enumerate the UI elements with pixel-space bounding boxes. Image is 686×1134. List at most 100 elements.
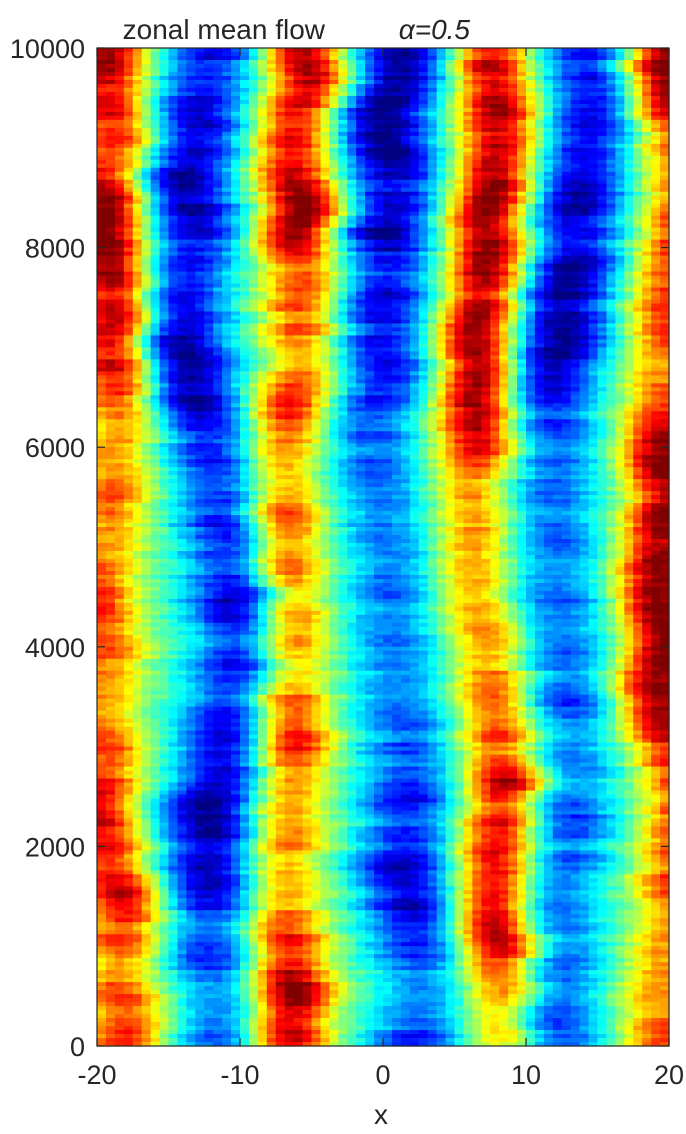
heatmap-cell (606, 111, 616, 117)
heatmap-cell (374, 255, 384, 261)
heatmap-cell (365, 155, 375, 161)
heatmap-cell (159, 347, 170, 352)
heatmap-cell (338, 303, 348, 309)
heatmap-cell (186, 55, 196, 61)
heatmap-cell (579, 147, 590, 153)
heatmap-cell (651, 207, 661, 213)
heatmap-cell (508, 239, 518, 245)
heatmap-cell (159, 343, 170, 348)
heatmap-cell (660, 123, 670, 129)
heatmap-cell (257, 163, 268, 169)
heatmap-cell (204, 199, 214, 205)
heatmap-cell (526, 139, 536, 145)
heatmap-cell (463, 135, 473, 141)
heatmap-cell (302, 275, 313, 281)
heatmap-cell (266, 259, 277, 265)
heatmap-cell (624, 51, 634, 57)
heatmap-cell (204, 275, 214, 281)
heatmap-cell (186, 147, 196, 153)
heatmap-cell (338, 171, 348, 177)
heatmap-cell (150, 119, 161, 125)
heatmap-cell (508, 91, 518, 97)
heatmap-cell (409, 323, 420, 329)
heatmap-cell (231, 48, 241, 53)
heatmap-cell (204, 247, 214, 253)
heatmap-cell (374, 135, 384, 141)
heatmap-cell (123, 71, 134, 77)
heatmap-cell (400, 355, 411, 360)
heatmap-cell (463, 195, 473, 201)
heatmap-cell (186, 303, 196, 309)
heatmap-cell (427, 227, 438, 233)
heatmap-cell (454, 199, 465, 205)
heatmap-cell (552, 191, 563, 197)
heatmap-cell (633, 139, 643, 145)
heatmap-cell (159, 211, 170, 217)
heatmap-cell (150, 59, 161, 65)
heatmap-cell (660, 83, 670, 89)
heatmap-cell (186, 251, 196, 257)
heatmap-cell (105, 235, 116, 241)
heatmap-cell (543, 263, 554, 269)
heatmap-cell (141, 315, 152, 321)
heatmap-cell (490, 123, 500, 129)
heatmap-cell (642, 99, 652, 105)
heatmap-cell (472, 211, 482, 217)
heatmap-cell (284, 247, 295, 253)
heatmap-cell (588, 79, 599, 85)
heatmap-cell (606, 155, 616, 161)
heatmap-cell (526, 147, 536, 153)
heatmap-cell (275, 351, 286, 356)
heatmap-cell (579, 131, 590, 137)
heatmap-cell (195, 355, 205, 360)
heatmap-cell (383, 211, 393, 217)
heatmap-cell (454, 263, 465, 269)
heatmap-cell (517, 115, 527, 121)
heatmap-cell (132, 115, 143, 121)
heatmap-cell (579, 51, 590, 57)
heatmap-cell (454, 215, 465, 221)
heatmap-cell (231, 139, 241, 145)
heatmap-cell (660, 351, 670, 356)
heatmap-cell (534, 115, 545, 121)
heatmap-cell (409, 123, 420, 129)
heatmap-cell (123, 111, 134, 117)
heatmap-cell (606, 315, 616, 321)
heatmap-cell (552, 99, 563, 105)
heatmap-cell (338, 95, 348, 101)
heatmap-cell (642, 95, 652, 101)
heatmap-cell (168, 243, 179, 249)
heatmap-cell (463, 303, 473, 309)
heatmap-cell (240, 99, 250, 105)
heatmap-cell (204, 207, 214, 213)
heatmap-cell (409, 243, 420, 249)
heatmap-cell (365, 283, 375, 289)
heatmap-cell (195, 179, 205, 185)
heatmap-cell (204, 291, 214, 297)
heatmap-cell (427, 107, 438, 113)
heatmap-cell (391, 147, 402, 153)
heatmap-cell (517, 275, 527, 281)
heatmap-cell (132, 127, 143, 133)
heatmap-cell (588, 351, 599, 356)
heatmap-cell (186, 219, 196, 225)
heatmap-cell (383, 279, 393, 285)
heatmap-cell (347, 247, 357, 253)
heatmap-cell (615, 267, 625, 273)
heatmap-cell (633, 247, 643, 253)
heatmap-cell (534, 243, 545, 249)
heatmap-cell (284, 343, 295, 348)
heatmap-cell (624, 343, 634, 348)
heatmap-cell (266, 179, 277, 185)
heatmap-cell (526, 75, 536, 81)
heatmap-cell (123, 227, 134, 233)
heatmap-cell (275, 163, 286, 169)
heatmap-cell (356, 119, 366, 125)
heatmap-cell (222, 187, 232, 193)
heatmap-cell (97, 48, 107, 53)
heatmap-cell (391, 347, 402, 352)
heatmap-cell (257, 267, 268, 273)
heatmap-cell (642, 175, 652, 181)
heatmap-cell (508, 219, 518, 225)
heatmap-cell (97, 211, 107, 217)
